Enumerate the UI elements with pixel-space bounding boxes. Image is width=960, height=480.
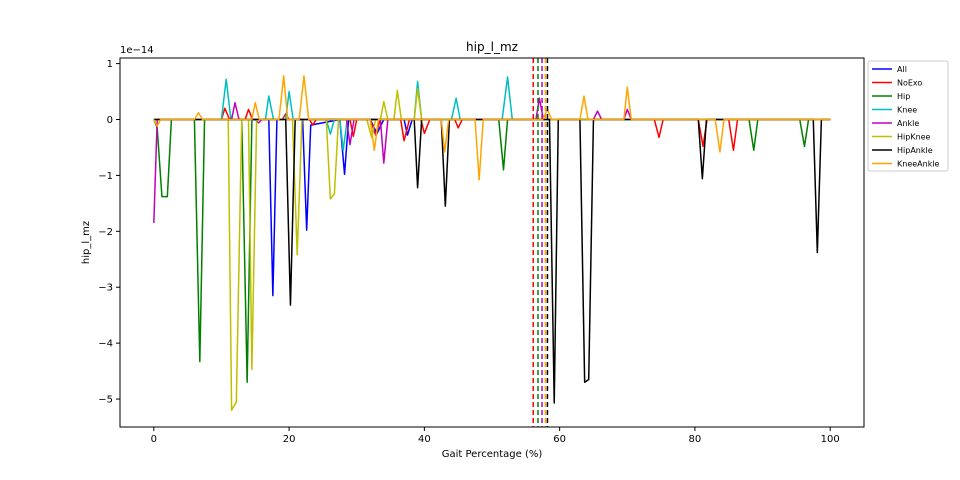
legend-label: Knee [897,106,917,115]
plot-frame [119,57,865,428]
y-scale-offset-label: 1e−14 [120,45,154,56]
y-tick-label: 0 [107,115,113,126]
x-tick-label: 60 [553,434,566,445]
y-axis-ticks: 1 0 −1 −2 −3 −4 −5 [98,59,120,406]
x-tick-label: 40 [418,434,431,445]
legend-label: KneeAnkle [897,160,940,169]
legend-label: NoExo [897,79,922,88]
event-lines [532,58,549,427]
y-tick-label: −4 [98,339,113,350]
series-layer [153,75,831,411]
legend-label: HipAnkle [897,146,933,155]
chart-title: hip_l_mz [466,40,518,54]
x-axis-label: Gait Percentage (%) [442,449,543,460]
x-axis-ticks: 0 20 40 60 80 100 [151,427,840,445]
legend-box [867,60,949,172]
legend-label: Ankle [897,119,919,128]
x-tick-label: 0 [151,434,157,445]
legend: AllNoExoHipKneeAnkleHipKneeHipAnkleKneeA… [867,60,949,172]
y-tick-label: 1 [107,59,113,70]
y-tick-label: −2 [98,227,113,238]
y-tick-label: −3 [98,283,113,294]
y-tick-label: −1 [98,171,113,182]
legend-label: Hip [897,92,910,101]
x-tick-label: 100 [821,434,840,445]
series-line-all [153,118,831,297]
legend-label: HipKnee [897,133,931,142]
y-tick-label: −5 [98,395,113,406]
legend-label: All [897,65,907,74]
x-tick-label: 20 [283,434,296,445]
series-line-kneeankle [153,75,831,181]
y-axis-label: hip_l_mz [81,221,92,264]
x-tick-label: 80 [689,434,702,445]
